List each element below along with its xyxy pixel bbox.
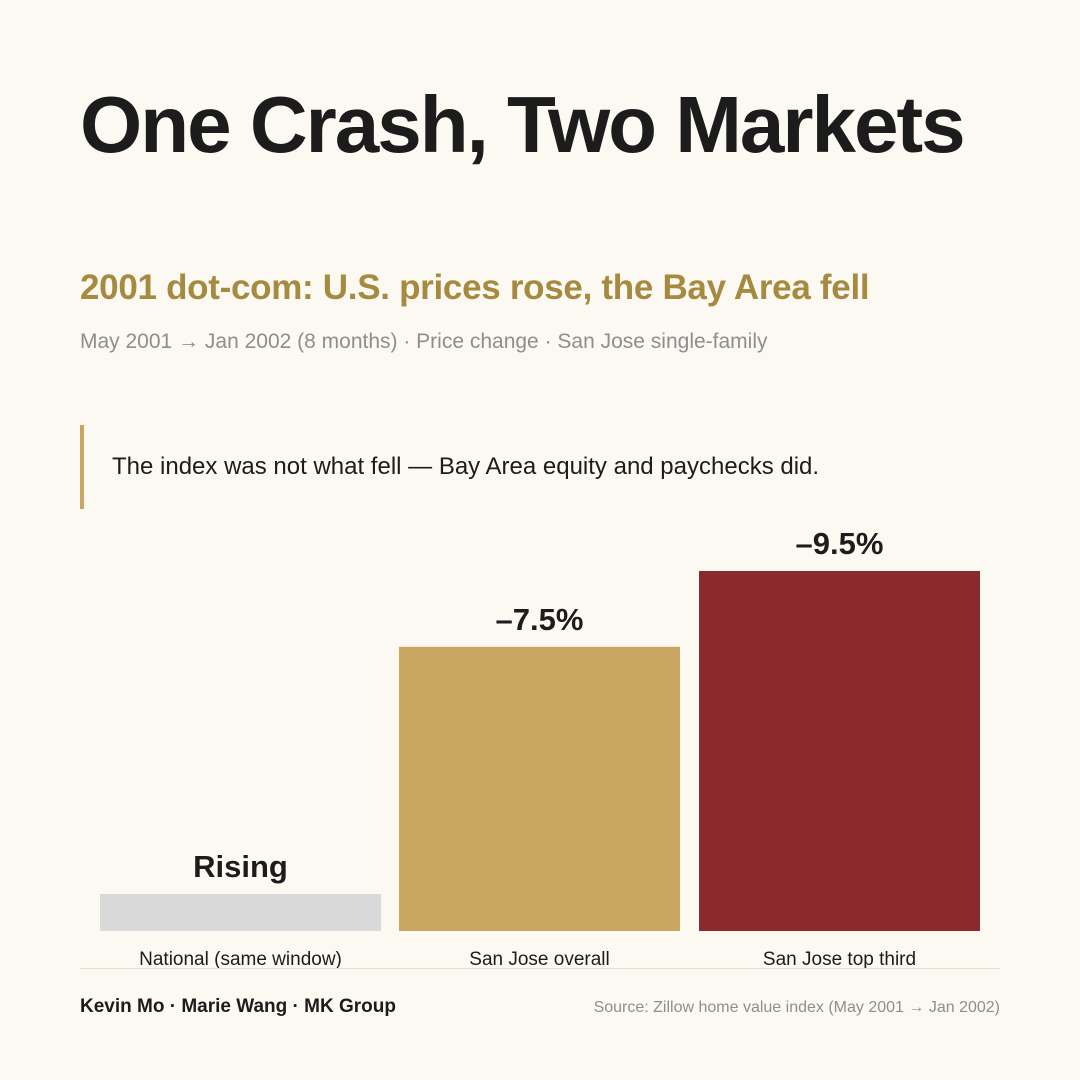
bar-0	[100, 894, 381, 931]
bar-value-label-2: –9.5%	[796, 526, 884, 561]
bar-2	[699, 571, 980, 931]
bar-value-label-1: –7.5%	[496, 602, 584, 637]
chart-baseline	[80, 968, 1000, 969]
category-label-0: National (same window)	[139, 949, 342, 970]
category-label-1: San Jose overall	[469, 949, 609, 970]
source-note: Source: Zillow home value index (May 200…	[593, 999, 1000, 1016]
category-label-2: San Jose top third	[763, 949, 916, 970]
bar-value-label-0: Rising	[193, 849, 288, 884]
author-credits: Kevin Mo · Marie Wang · MK Group	[80, 996, 396, 1017]
chart-title: One Crash, Two Markets	[80, 80, 966, 169]
callout-rule	[80, 425, 84, 509]
chart-meta: May 2001 → Jan 2002 (8 months) · Price c…	[80, 330, 768, 353]
callout-text: The index was not what fell — Bay Area e…	[112, 453, 820, 480]
bar-1	[399, 646, 680, 931]
chart-subtitle: 2001 dot-com: U.S. prices rose, the Bay …	[80, 268, 870, 307]
